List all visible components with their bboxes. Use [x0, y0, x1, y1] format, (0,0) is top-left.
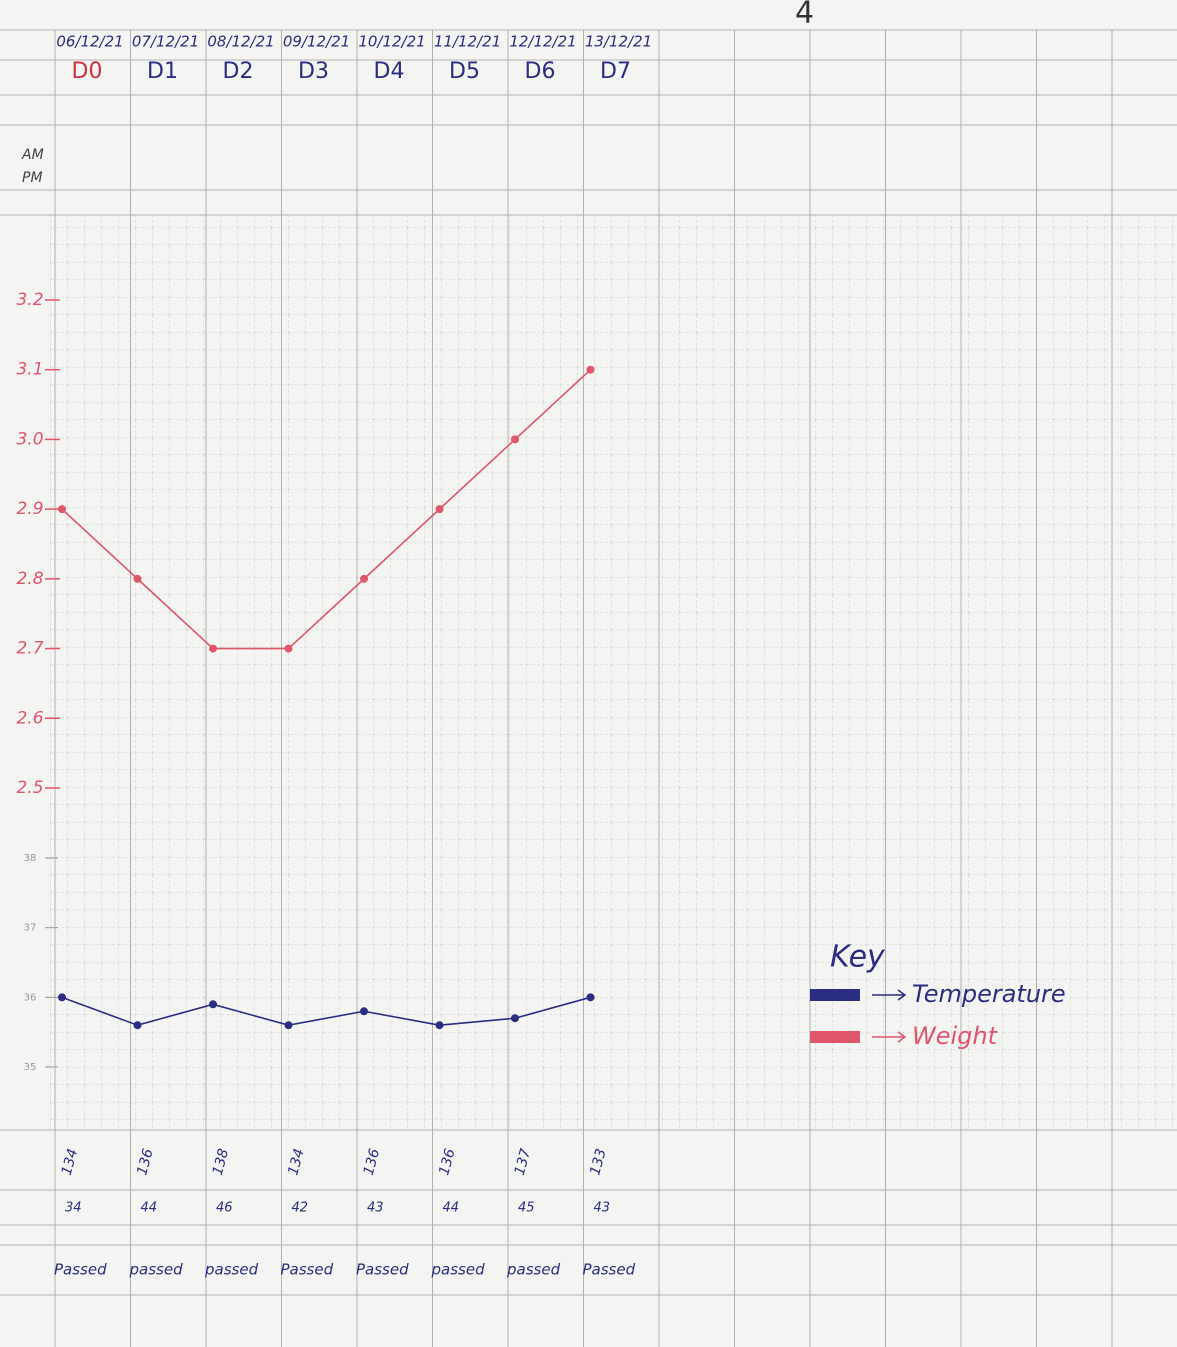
day-label: D2 — [223, 59, 254, 84]
respiration: 44 — [443, 1201, 460, 1216]
y2-tick-label: 37 — [24, 923, 37, 934]
y2-tick-label: 38 — [24, 853, 37, 864]
status: Passed — [54, 1261, 107, 1279]
y-tick-label: 2.7 — [16, 639, 43, 659]
status: Passed — [356, 1261, 409, 1279]
row-label: PM — [22, 170, 43, 186]
y-tick-label: 2.8 — [16, 569, 43, 589]
status: passed — [129, 1261, 184, 1279]
series-point — [134, 1021, 142, 1029]
y-tick-label: 2.5 — [16, 778, 43, 798]
series-point — [360, 575, 368, 583]
respiration: 34 — [65, 1201, 82, 1216]
series-point — [285, 1021, 293, 1029]
x-tick-label: 12/12/21 — [509, 33, 576, 51]
legend-swatch — [810, 1031, 860, 1043]
y-tick-label: 2.6 — [16, 708, 43, 728]
series-point — [58, 993, 66, 1001]
respiration: 43 — [367, 1201, 384, 1216]
respiration: 43 — [594, 1201, 611, 1216]
series-point — [587, 366, 595, 374]
x-tick-label: 06/12/21 — [56, 33, 123, 51]
status: passed — [506, 1261, 561, 1279]
series-point — [58, 505, 66, 513]
day-label: D0 — [72, 59, 103, 84]
y2-tick-label: 36 — [24, 992, 37, 1003]
x-tick-label: 10/12/21 — [358, 33, 425, 51]
respiration: 44 — [141, 1201, 158, 1216]
respiration: 45 — [518, 1201, 535, 1216]
series-point — [209, 1000, 217, 1008]
series-point — [511, 435, 519, 443]
status: passed — [204, 1261, 259, 1279]
y-tick-label: 3.1 — [16, 360, 43, 380]
day-label: D6 — [525, 59, 556, 84]
x-tick-label: 09/12/21 — [283, 33, 350, 51]
series-point — [134, 575, 142, 583]
legend-label: Temperature — [912, 980, 1066, 1008]
series-point — [436, 1021, 444, 1029]
x-tick-label: 13/12/21 — [585, 33, 652, 51]
day-label: D4 — [374, 59, 405, 84]
series-point — [587, 993, 595, 1001]
y-tick-label: 3.2 — [16, 290, 43, 310]
day-label: D5 — [449, 59, 480, 84]
day-label: D1 — [147, 59, 178, 84]
y-tick-label: 3.0 — [16, 429, 43, 449]
legend-title: Key — [830, 940, 886, 975]
status: Passed — [281, 1261, 334, 1279]
x-tick-label: 08/12/21 — [207, 33, 274, 51]
respiration: 42 — [292, 1201, 309, 1216]
day-label: D7 — [600, 59, 631, 84]
status: passed — [431, 1261, 486, 1279]
y-tick-label: 2.9 — [16, 499, 43, 519]
status: Passed — [583, 1261, 636, 1279]
x-tick-label: 07/12/21 — [132, 33, 199, 51]
series-point — [285, 645, 293, 653]
chart-sheet: 4 AM PM Key 3.2 3.1 3.0 2.9 2.8 2.7 2.6 2.5 38 37… — [0, 0, 1177, 1347]
row-label: AM — [21, 147, 44, 163]
page-number: 4 — [795, 0, 814, 31]
series-point — [209, 645, 217, 653]
series-point — [436, 505, 444, 513]
series-point — [360, 1007, 368, 1015]
day-label: D3 — [298, 59, 329, 84]
legend-label: Weight — [912, 1022, 999, 1050]
legend-swatch — [810, 989, 860, 1001]
x-tick-label: 11/12/21 — [434, 33, 501, 51]
respiration: 46 — [216, 1201, 233, 1216]
y2-tick-label: 35 — [24, 1062, 37, 1073]
series-point — [511, 1014, 519, 1022]
